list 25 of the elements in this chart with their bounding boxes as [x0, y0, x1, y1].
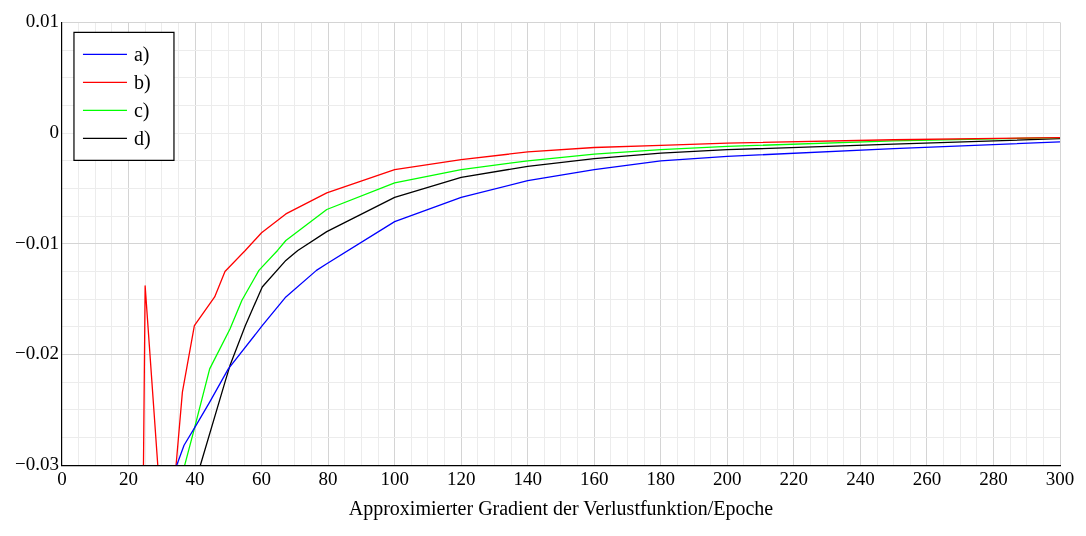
- x-tick-label: 140: [513, 467, 542, 489]
- x-tick-label: 20: [119, 467, 138, 489]
- x-tick-label: 220: [779, 467, 809, 489]
- x-tick-label: 260: [912, 467, 942, 489]
- y-tick-label: 0: [49, 121, 59, 143]
- x-tick-label: 200: [713, 467, 742, 489]
- x-tick-label: 180: [646, 467, 676, 489]
- x-tick-label: 280: [979, 467, 1008, 489]
- legend-label: d): [133, 126, 151, 150]
- x-tick-label: 100: [380, 467, 409, 489]
- legend-label: b): [133, 70, 151, 94]
- x-tick-label: 40: [185, 467, 205, 489]
- x-tick-label: 160: [580, 467, 609, 489]
- y-tick-label: −0.02: [15, 342, 59, 364]
- y-tick-label: 0.01: [25, 10, 59, 32]
- legend-label: a): [133, 42, 150, 66]
- x-tick-label: 80: [318, 467, 338, 489]
- x-tick-label: 120: [446, 467, 476, 489]
- y-tick-label: −0.01: [15, 231, 59, 253]
- x-tick-label: 60: [252, 467, 272, 489]
- x-tick-label: 240: [846, 467, 875, 489]
- x-axis-title: Approximierter Gradient der Verlustfunktion/Epoche: [348, 497, 774, 521]
- y-tick-label: −0.03: [15, 453, 59, 475]
- x-tick-label: 300: [1045, 467, 1075, 489]
- legend-label: c): [133, 98, 150, 122]
